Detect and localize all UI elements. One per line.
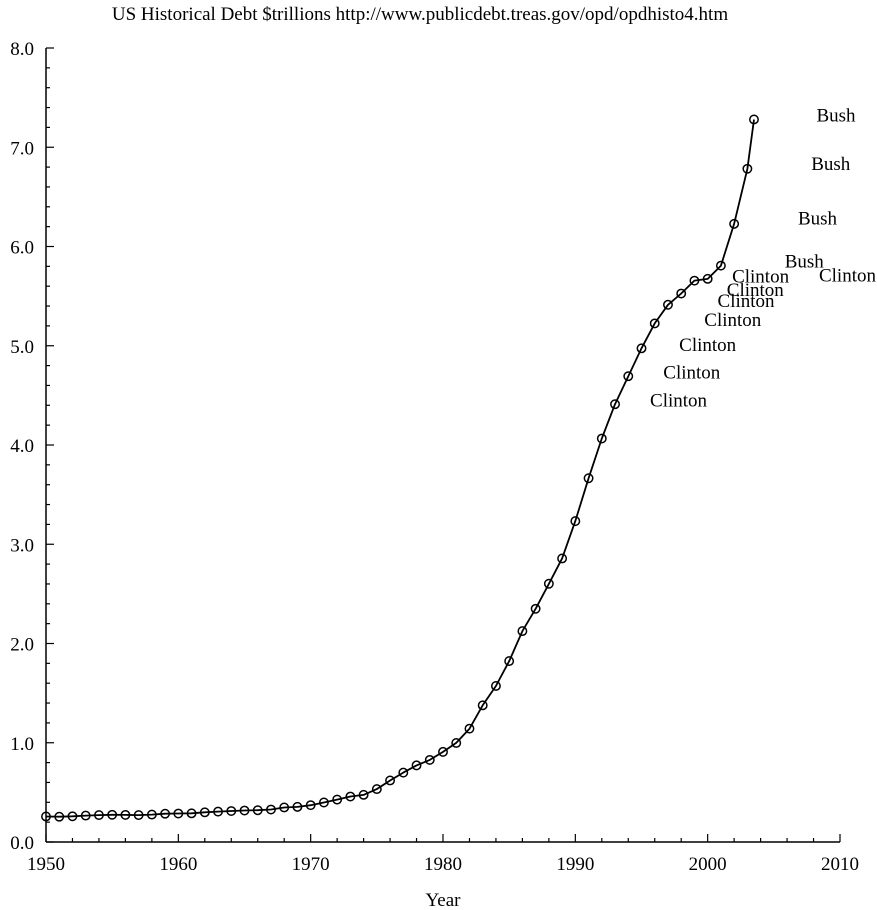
x-tick-label: 2010 — [821, 854, 859, 875]
data-point — [173, 808, 184, 819]
data-point — [742, 163, 753, 174]
annotation-label: Clinton — [718, 291, 776, 312]
data-point — [186, 808, 197, 819]
data-point — [517, 626, 528, 637]
data-point — [623, 371, 634, 382]
annotation-label: Clinton — [663, 363, 721, 384]
data-point — [570, 516, 581, 527]
annotation-label: Bush — [811, 154, 851, 175]
data-point — [504, 656, 515, 667]
data-point — [424, 754, 435, 765]
data-point — [583, 473, 594, 484]
annotation-label: Clinton — [650, 390, 708, 411]
y-tick-label: 5.0 — [10, 337, 34, 358]
annotation-label: Clinton — [704, 310, 762, 331]
y-tick-label: 3.0 — [10, 535, 34, 556]
data-point — [689, 275, 700, 286]
chart-title: US Historical Debt $trillions http://www… — [112, 4, 728, 25]
data-point — [199, 807, 210, 818]
data-point — [464, 723, 475, 734]
data-point — [477, 700, 488, 711]
data-point — [345, 791, 356, 802]
data-point — [411, 760, 422, 771]
data-point — [636, 343, 647, 354]
y-tick-label: 7.0 — [10, 138, 34, 159]
annotation-label: Bush — [798, 209, 838, 230]
axis-ticks: 1950 1960 1970 1980 1990 2000 2010 0.0 1.0 2.0 3.0… — [10, 39, 859, 875]
data-point — [279, 802, 290, 813]
data-point — [543, 578, 554, 589]
data-point — [530, 603, 541, 614]
data-point — [107, 809, 118, 820]
data-point — [490, 681, 501, 691]
x-axis-label: Year — [425, 890, 461, 910]
series-line-group — [45, 119, 755, 818]
data-point — [292, 801, 303, 812]
annotation-label: Clinton — [727, 280, 785, 301]
data-point — [41, 811, 51, 822]
data-point — [266, 804, 276, 815]
data-point — [438, 746, 448, 757]
data-point — [715, 260, 726, 271]
x-tick-label: 1950 — [27, 854, 65, 875]
data-point — [385, 775, 396, 786]
data-point — [332, 794, 343, 805]
data-point — [398, 767, 409, 778]
x-tick-label: 1990 — [556, 854, 594, 875]
data-point — [146, 809, 157, 820]
data-point — [318, 797, 329, 808]
data-points — [41, 114, 759, 822]
debt-series-line — [45, 119, 755, 818]
data-point — [371, 784, 382, 795]
data-point — [729, 218, 740, 229]
data-point — [93, 810, 104, 821]
data-point — [54, 811, 65, 822]
data-point — [702, 273, 713, 284]
x-tick-label: 1980 — [424, 854, 462, 875]
data-point — [239, 805, 250, 816]
data-point — [557, 553, 568, 564]
data-point — [676, 288, 687, 299]
data-point — [610, 399, 620, 410]
data-point — [160, 808, 171, 819]
annotation-label: Clinton — [679, 335, 737, 356]
annotation-label: Bush — [785, 251, 825, 272]
y-tick-label: 2.0 — [10, 635, 34, 656]
x-tick-label: 2000 — [689, 854, 727, 875]
axes — [45, 48, 840, 843]
y-tick-label: 0.0 — [10, 833, 34, 854]
x-tick-label: 1960 — [159, 854, 197, 875]
annotations: BushBushBushBushClintonClintonClintonCli… — [650, 105, 876, 411]
data-point — [133, 810, 144, 821]
data-point — [213, 806, 223, 817]
data-point — [596, 433, 607, 444]
data-point — [252, 805, 263, 816]
y-tick-label: 1.0 — [10, 734, 34, 755]
data-point — [305, 800, 316, 811]
y-tick-label: 6.0 — [10, 238, 34, 259]
annotation-label: Bush — [816, 105, 856, 126]
annotation-label: Clinton — [819, 265, 877, 286]
data-point — [80, 810, 91, 821]
data-point — [67, 811, 78, 822]
data-point — [649, 318, 660, 329]
annotation-label: Clinton — [732, 266, 790, 287]
y-tick-label: 4.0 — [10, 436, 34, 457]
x-tick-label: 1970 — [292, 854, 330, 875]
y-tick-label: 8.0 — [10, 39, 34, 60]
data-point — [749, 114, 759, 125]
data-point — [451, 737, 462, 748]
data-point — [358, 789, 369, 800]
data-point — [663, 299, 673, 310]
data-point — [120, 809, 131, 820]
data-point — [226, 806, 237, 816]
